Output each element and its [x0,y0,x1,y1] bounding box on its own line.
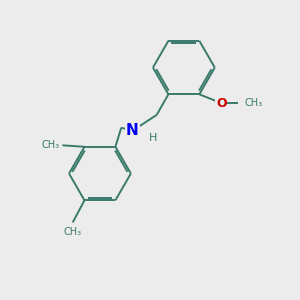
Text: CH₃: CH₃ [41,140,59,150]
Text: N: N [126,123,139,138]
Text: H: H [149,133,157,143]
Text: O: O [216,97,227,110]
Text: CH₃: CH₃ [64,227,82,237]
Text: CH₃: CH₃ [245,98,263,108]
